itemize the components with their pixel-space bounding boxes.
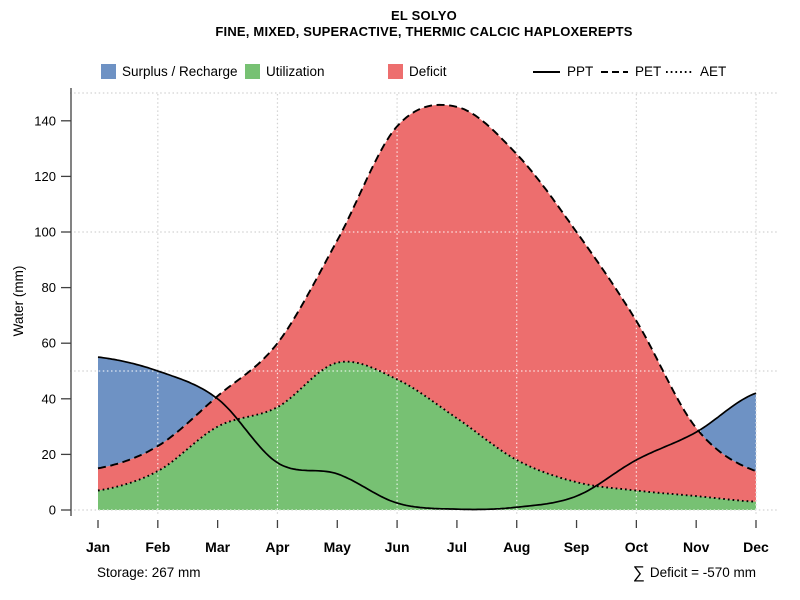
storage-annotation: Storage: 267 mm bbox=[97, 565, 201, 580]
x-tick-label: Feb bbox=[145, 539, 170, 555]
x-tick-label: Aug bbox=[503, 539, 530, 555]
series-line-ppt bbox=[97, 356, 757, 511]
deficit-swatch-icon bbox=[388, 64, 403, 79]
area-deficit bbox=[98, 104, 756, 502]
y-tick-label: 120 bbox=[34, 169, 56, 184]
x-tick-label: Apr bbox=[265, 539, 290, 555]
surplus-swatch-icon bbox=[101, 64, 116, 79]
area-surplus-recharge bbox=[98, 357, 214, 469]
x-tick-label: May bbox=[324, 539, 351, 555]
legend-label-deficit: Deficit bbox=[409, 64, 447, 79]
ppt-line-sample-icon bbox=[533, 70, 560, 73]
legend-label-surplus: Surplus / Recharge bbox=[122, 64, 238, 79]
series-line-pet bbox=[97, 103, 757, 472]
deficit-annotation-text: Deficit = -570 mm bbox=[649, 565, 756, 580]
y-tick-label: 140 bbox=[34, 113, 56, 128]
y-axis-title: Water (mm) bbox=[11, 266, 26, 337]
legend-label-ppt: PPT bbox=[567, 64, 594, 79]
legend-label-aet: AET bbox=[700, 64, 727, 79]
axes: 0 20 40 60 80 100 120 140 Jan Feb Mar Apr May Jun Jul A… bbox=[11, 88, 769, 555]
chart-title: EL SOLYO bbox=[391, 8, 457, 23]
water-balance-areas bbox=[98, 104, 756, 510]
utilization-swatch-icon bbox=[245, 64, 260, 79]
x-tick-label: Sep bbox=[564, 539, 590, 555]
x-tick-label: Oct bbox=[625, 539, 649, 555]
x-tick-label: Dec bbox=[743, 539, 769, 555]
sum-symbol: ∑ bbox=[632, 563, 645, 582]
x-tick-label: Nov bbox=[683, 539, 710, 555]
legend-item-deficit: Deficit bbox=[388, 63, 447, 80]
x-tick-label: Mar bbox=[205, 539, 230, 555]
deficit-annotation: ∑ Deficit = -570 mm bbox=[633, 562, 756, 582]
x-tick-label: Jul bbox=[447, 539, 467, 555]
x-tick-label: Jun bbox=[385, 539, 410, 555]
y-tick-label: 80 bbox=[42, 280, 56, 295]
legend-label-utilization: Utilization bbox=[266, 64, 325, 79]
legend-item-pet: PET bbox=[601, 63, 661, 80]
y-tick-label: 0 bbox=[49, 503, 56, 518]
x-tick-label: Jan bbox=[86, 539, 110, 555]
legend-item-aet: AET bbox=[666, 63, 726, 80]
y-tick-label: 60 bbox=[42, 336, 56, 351]
area-surplus-recharge bbox=[700, 393, 756, 472]
legend-item-surplus: Surplus / Recharge bbox=[101, 63, 238, 80]
chart-subtitle: FINE, MIXED, SUPERACTIVE, THERMIC CALCIC… bbox=[215, 24, 633, 39]
legend-label-pet: PET bbox=[635, 64, 662, 79]
legend-item-ppt: PPT bbox=[533, 63, 593, 80]
pet-line-sample-icon bbox=[601, 70, 628, 73]
y-tick-label: 100 bbox=[34, 225, 56, 240]
area-utilization bbox=[98, 361, 756, 510]
y-tick-label: 40 bbox=[42, 391, 56, 406]
y-tick-label: 20 bbox=[42, 447, 56, 462]
legend-item-utilization: Utilization bbox=[245, 63, 325, 80]
